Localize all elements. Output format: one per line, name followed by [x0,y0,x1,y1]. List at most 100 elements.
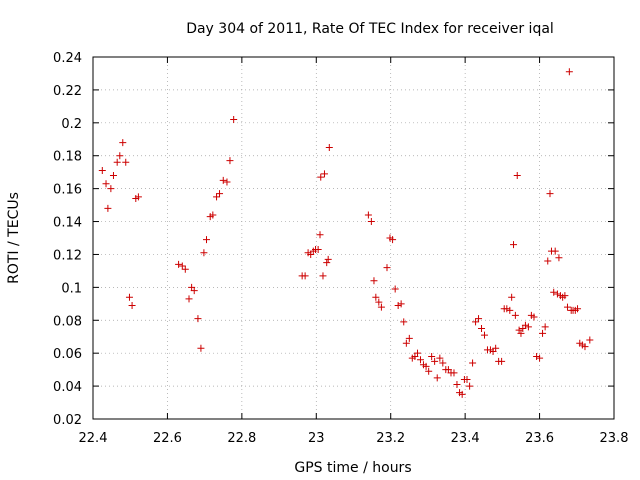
x-tick-label: 23.2 [376,431,405,446]
x-tick-label: 23.6 [525,431,554,446]
data-point [370,277,378,285]
y-tick-label: 0.16 [53,183,82,198]
x-tick-labels: 22.4 22.6 22.8 23 23.2 23.4 23.6 23.8 [79,431,629,446]
data-point [377,303,385,311]
data-point [194,315,202,323]
data-point [555,254,563,262]
data-point [458,390,466,398]
y-tick-label: 0.18 [53,150,82,165]
data-point [469,359,477,367]
data-point [553,290,561,298]
data-point [375,298,383,306]
data-point [544,257,552,265]
data-point [428,352,436,360]
data-point [178,262,186,270]
data-point [550,288,558,296]
y-tick-label: 0.02 [53,413,82,428]
data-point [433,374,441,382]
data-point [463,376,471,384]
data-point [98,167,106,175]
data-point [546,190,554,198]
data-point [536,354,544,362]
grid-lines [93,57,614,419]
data-point [301,272,309,280]
data-point [324,255,332,263]
data-point [563,303,571,311]
data-point [541,323,549,331]
data-point [503,305,511,313]
data-point [402,339,410,347]
data-point [422,362,430,370]
x-tick-label: 22.4 [79,431,108,446]
data-point [478,325,486,332]
data-point [400,318,408,326]
data-point [574,305,582,313]
data-point [226,157,234,165]
data-point [510,241,518,249]
data-point [109,171,117,179]
data-point [372,293,380,301]
data-point [450,369,458,377]
data-point [116,152,124,160]
data-point [219,176,227,184]
x-tick-label: 22.8 [227,431,256,446]
data-point [181,265,189,273]
data-point [325,144,333,151]
x-tick-label: 23.4 [451,431,480,446]
data-point [134,193,142,201]
data-point [323,259,331,267]
data-point [431,357,439,365]
data-point [472,318,480,326]
data-point [511,311,519,319]
y-tick-label: 0.04 [53,380,82,395]
y-tick-label: 0.22 [53,84,82,99]
data-point [416,356,424,364]
data-point [492,344,500,352]
data-point [223,178,231,186]
data-point [316,231,324,239]
data-point [517,329,525,337]
data-point [230,116,238,124]
data-point [364,211,372,219]
data-point [213,193,221,201]
data-point [216,190,224,198]
data-point [414,349,422,357]
y-tick-label: 0.1 [61,281,82,296]
data-point [521,321,529,329]
data-point [524,323,532,331]
y-tick-label: 0.14 [53,216,82,231]
data-point [383,264,391,272]
data-point [530,313,538,321]
data-point [394,301,402,309]
data-point [405,334,413,342]
x-tick-label: 23 [308,431,325,446]
data-point [209,211,217,219]
data-point [197,344,205,352]
data-point [190,287,198,295]
chart-title: Day 304 of 2011, Rate Of TEC Index for r… [186,21,554,37]
data-point [539,329,547,337]
data-point [551,247,559,255]
y-tick-label: 0.06 [53,347,82,362]
data-point [113,158,121,166]
data-point [314,246,322,254]
data-point [498,357,506,365]
data-point [122,158,130,166]
y-axis-label: ROTI / TECUs [6,192,22,284]
data-point [581,343,589,351]
data-point [561,292,569,300]
data-point [425,367,433,375]
plot-frame [92,56,615,420]
data-point [565,68,573,76]
data-point [320,170,328,178]
data-point [475,315,483,323]
y-tick-label: 0.12 [53,248,82,263]
data-point [506,306,514,314]
data-point [319,272,327,280]
x-axis-label: GPS time / hours [294,460,411,476]
data-point [128,301,136,309]
x-tick-label: 22.6 [153,431,182,446]
data-point [466,382,474,390]
